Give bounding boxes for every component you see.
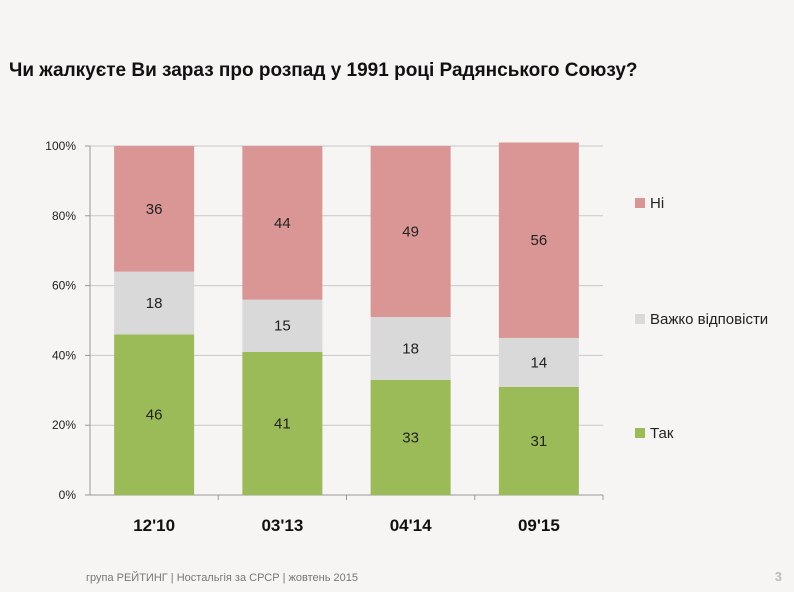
y-tick-label: 60%: [52, 279, 76, 293]
bar-segment: [370, 317, 451, 380]
x-category-label: 03'13: [261, 516, 303, 535]
data-label: 18: [402, 340, 419, 357]
y-tick-label: 100%: [45, 139, 76, 153]
x-category-label: 04'14: [390, 516, 432, 535]
data-label: 14: [531, 354, 548, 371]
data-label: 33: [402, 429, 419, 446]
footer-text: група РЕЙТИНГ | Ностальгія за СРСР | жов…: [86, 572, 358, 584]
bar-segment: [370, 379, 451, 495]
legend-label: Важко відповісти: [650, 311, 768, 328]
y-tick-label: 20%: [52, 418, 76, 432]
y-tick-label: 80%: [52, 209, 76, 223]
legend-label: Ні: [650, 195, 664, 212]
bar-segment: [498, 337, 579, 387]
bar-segment: [114, 334, 195, 495]
x-category-label: 09'15: [518, 516, 560, 535]
bar-segment: [242, 351, 323, 495]
bar-segment: [114, 146, 195, 272]
chart-title: Чи жалкуєте Ви зараз про розпад у 1991 р…: [9, 60, 638, 81]
legend-swatch: [635, 198, 645, 208]
data-label: 56: [531, 232, 548, 249]
data-label: 46: [146, 407, 163, 424]
bar-segment: [498, 142, 579, 338]
data-label: 36: [146, 201, 163, 218]
data-label: 44: [274, 215, 291, 232]
y-tick-label: 40%: [52, 348, 76, 362]
data-label: 15: [274, 318, 291, 335]
data-label: 18: [146, 295, 163, 312]
data-label: 49: [402, 224, 419, 241]
page-number: 3: [774, 569, 782, 584]
bar-segment: [114, 271, 195, 335]
bar-segment: [498, 386, 579, 495]
legend-swatch: [635, 314, 645, 324]
y-tick-label: 0%: [59, 488, 77, 502]
data-label: 31: [531, 433, 548, 450]
x-category-label: 12'10: [133, 516, 175, 535]
bar-segment: [370, 146, 451, 318]
bar-segment: [242, 299, 323, 352]
legend-label: Так: [650, 425, 674, 442]
legend-swatch: [635, 428, 645, 438]
bar-segment: [242, 146, 323, 300]
data-label: 41: [274, 415, 291, 432]
